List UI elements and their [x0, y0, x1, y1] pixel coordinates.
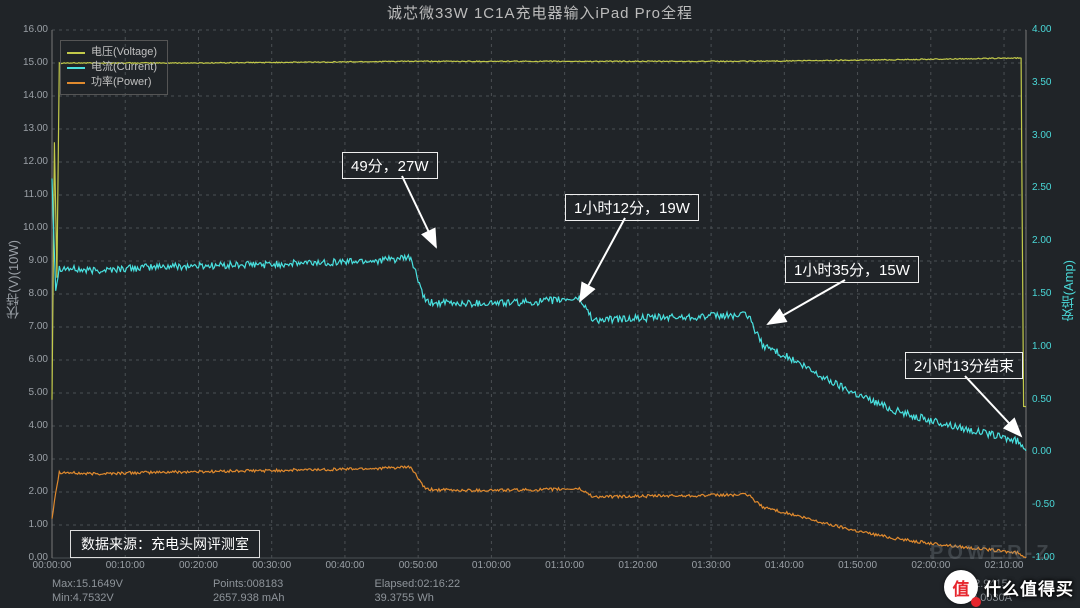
source-note: 数据来源：充电头网评测室: [70, 530, 260, 558]
badge-circle-icon: 值: [944, 570, 978, 604]
footer-min-v: Min:4.7532V: [52, 591, 123, 605]
callout-box: 1小时35分，15W: [785, 256, 919, 283]
legend-swatch-power: [67, 82, 85, 84]
callout-box: 1小时12分，19W: [565, 194, 699, 221]
badge-text: 什么值得买: [984, 575, 1074, 600]
callout-box: 2小时13分结束: [905, 352, 1023, 379]
footer-points: Points:008183: [213, 577, 285, 591]
y-axis-left-label: 伏特(V)(10W): [4, 240, 23, 319]
legend-swatch-current: [67, 67, 85, 69]
footer-stats: Max:15.1649V Min:4.7532V Points:008183 2…: [52, 577, 1012, 605]
footer-wh: 39.3755 Wh: [375, 591, 461, 605]
y-axis-right-label: 安培(Amp): [1059, 260, 1078, 321]
legend-label-voltage: 电压(Voltage): [91, 45, 157, 60]
footer-max-v: Max:15.1649V: [52, 577, 123, 591]
smzdm-badge: 值 什么值得买: [944, 570, 1074, 604]
legend-label-current: 电流(Current): [91, 60, 157, 75]
chart-root: 诚芯微33W 1C1A充电器输入iPad Pro全程 伏特(V)(10W) 安培…: [0, 0, 1080, 608]
footer-mah: 2657.938 mAh: [213, 591, 285, 605]
callout-box: 49分，27W: [342, 152, 438, 179]
legend-swatch-voltage: [67, 52, 85, 54]
legend-label-power: 功率(Power): [91, 75, 152, 90]
footer-elapsed: Elapsed:02:16:22: [375, 577, 461, 591]
legend: 电压(Voltage) 电流(Current) 功率(Power): [60, 40, 168, 95]
